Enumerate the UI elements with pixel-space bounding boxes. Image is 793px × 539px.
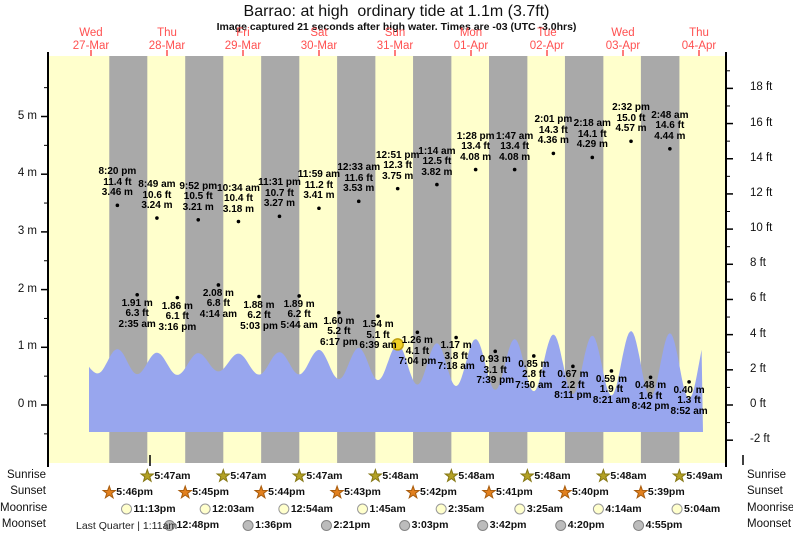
moonrise-icon <box>514 503 526 515</box>
moonset-row-label-left: Moonset <box>1 518 46 530</box>
high-tide-point <box>435 182 439 187</box>
sunrise-icon <box>443 467 459 483</box>
moonrise-icon <box>435 503 447 515</box>
low-tide-point <box>454 335 458 340</box>
moonset-icon <box>477 520 489 531</box>
moonrise-row-label-left: Moonrise <box>0 502 48 514</box>
moonset-icon <box>242 520 254 531</box>
high-tide-point <box>317 206 321 211</box>
high-tide-point <box>155 216 159 220</box>
moonrise-icon <box>278 503 290 515</box>
sunset-icon <box>481 484 497 500</box>
moonrise-icon <box>671 503 683 515</box>
sunrise-icon <box>215 467 231 483</box>
high-tide-point <box>115 203 120 208</box>
low-tide-point <box>216 283 221 287</box>
high-tide-point <box>629 139 633 144</box>
moonrise-icon <box>121 503 133 515</box>
low-tide-point <box>135 292 139 297</box>
moonrise-row-label-right: Moonrise <box>747 502 793 514</box>
sunrise-row-label-left: Sunrise <box>7 469 46 481</box>
moonset-icon <box>399 520 411 531</box>
high-tide-point <box>473 167 478 172</box>
sunrise-icon <box>367 467 383 483</box>
high-tide-point <box>196 217 201 222</box>
sunset-icon <box>633 484 649 500</box>
low-tide-point <box>297 294 301 298</box>
sunset-icon <box>329 484 345 500</box>
moonrise-icon <box>357 503 369 515</box>
high-tide-point <box>668 147 672 151</box>
high-tide-point <box>395 186 400 191</box>
low-tide-point <box>175 295 180 300</box>
sunset-icon <box>177 484 193 500</box>
sunset-icon <box>405 484 421 500</box>
chart-subtitle: Image captured 21 seconds after high wat… <box>216 21 577 33</box>
high-tide-point <box>512 167 517 172</box>
sunrise-icon <box>139 467 155 483</box>
sunrise-icon <box>671 467 688 483</box>
low-tide-point <box>571 364 575 369</box>
low-tide-point <box>257 294 261 299</box>
current-tide-marker <box>391 338 404 351</box>
sunset-icon <box>101 484 117 500</box>
sunset-icon <box>557 484 573 500</box>
sunset-icon <box>253 484 269 500</box>
low-tide-point <box>493 349 498 354</box>
moonset-icon <box>164 520 176 531</box>
sunrise-icon <box>595 467 611 483</box>
moonset-icon <box>320 520 332 531</box>
low-tide-point <box>532 354 536 358</box>
low-tide-point <box>687 380 691 384</box>
moonset-icon <box>555 520 567 531</box>
tide-curve <box>89 331 703 432</box>
sunrise-icon <box>291 467 307 483</box>
sunset-row-label-right: Sunset <box>747 485 783 497</box>
moonrise-icon <box>199 503 211 515</box>
low-tide-point <box>376 314 380 318</box>
low-tide-point <box>648 375 653 380</box>
high-tide-point <box>277 214 282 219</box>
high-tide-point <box>356 199 361 204</box>
high-tide-point <box>590 155 595 160</box>
sunrise-icon <box>519 467 535 483</box>
low-tide-point <box>415 330 420 335</box>
moon-phase: Last Quarter | 1:11am <box>76 520 178 532</box>
high-tide-point <box>551 151 556 156</box>
low-tide-point <box>609 369 614 373</box>
moonrise-icon <box>592 503 604 515</box>
moonset-row-label-right: Moonset <box>747 518 792 530</box>
sunset-row-label-left: Sunset <box>10 485 46 497</box>
moonset-icon <box>633 520 645 531</box>
high-tide-point <box>236 219 241 224</box>
low-tide-point <box>337 310 341 315</box>
chart-title: Barrao: at high ordinary tide at 1.1m (3… <box>243 3 550 20</box>
sunrise-row-label-right: Sunrise <box>747 469 786 481</box>
